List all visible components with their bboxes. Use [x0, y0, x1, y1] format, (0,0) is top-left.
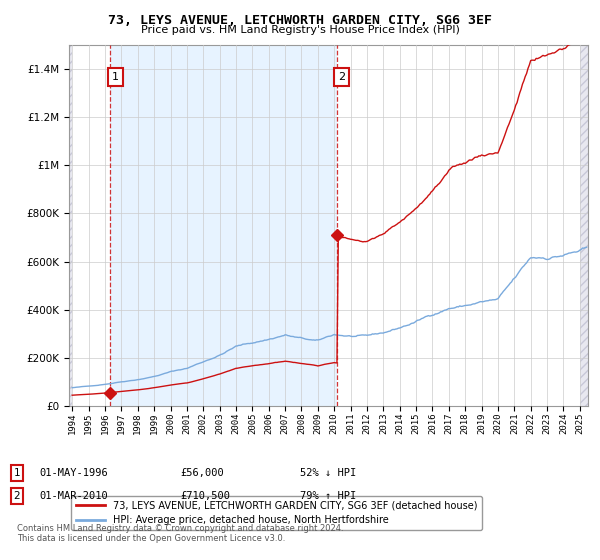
- Text: 52% ↓ HPI: 52% ↓ HPI: [300, 468, 356, 478]
- Text: 01-MAY-1996: 01-MAY-1996: [39, 468, 108, 478]
- Text: 73, LEYS AVENUE, LETCHWORTH GARDEN CITY, SG6 3EF: 73, LEYS AVENUE, LETCHWORTH GARDEN CITY,…: [108, 14, 492, 27]
- Text: 79% ↑ HPI: 79% ↑ HPI: [300, 491, 356, 501]
- Text: 2: 2: [338, 72, 346, 82]
- Bar: [69, 45, 72, 406]
- Text: Contains HM Land Registry data © Crown copyright and database right 2024.
This d: Contains HM Land Registry data © Crown c…: [17, 524, 343, 543]
- Text: 1: 1: [112, 72, 119, 82]
- Legend: 73, LEYS AVENUE, LETCHWORTH GARDEN CITY, SG6 3EF (detached house), HPI: Average : 73, LEYS AVENUE, LETCHWORTH GARDEN CITY,…: [71, 496, 482, 530]
- Bar: [110, 45, 337, 406]
- Text: 2: 2: [13, 491, 20, 501]
- Text: £710,500: £710,500: [180, 491, 230, 501]
- Text: 1: 1: [13, 468, 20, 478]
- Bar: [580, 45, 588, 406]
- Text: £56,000: £56,000: [180, 468, 224, 478]
- Text: Price paid vs. HM Land Registry's House Price Index (HPI): Price paid vs. HM Land Registry's House …: [140, 25, 460, 35]
- Text: 01-MAR-2010: 01-MAR-2010: [39, 491, 108, 501]
